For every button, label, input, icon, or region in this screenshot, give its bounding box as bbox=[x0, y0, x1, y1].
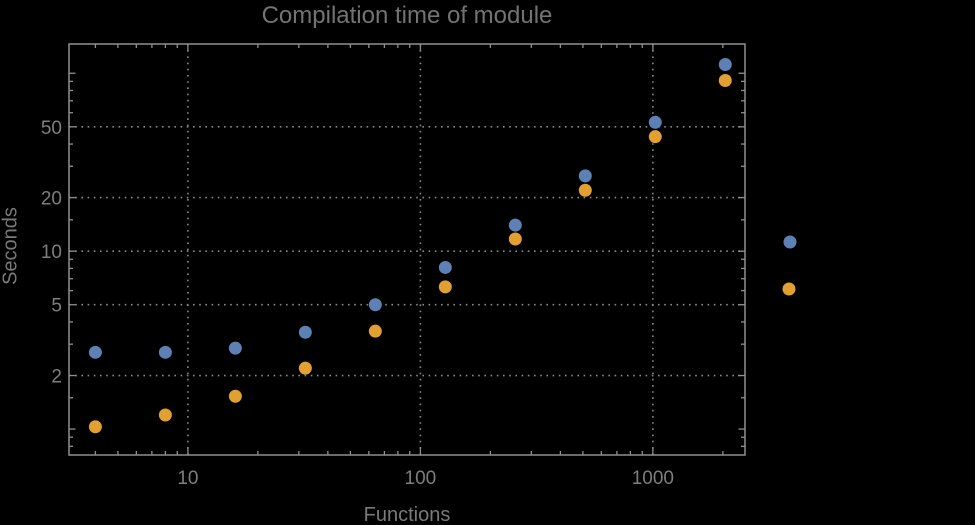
data-point-blue bbox=[438, 260, 452, 274]
x-axis-label: Functions bbox=[363, 504, 451, 525]
data-point-orange bbox=[438, 280, 452, 294]
plot-frame bbox=[68, 43, 746, 456]
x-tick-label: 100 bbox=[405, 468, 437, 489]
y-tick-label: 2 bbox=[51, 367, 62, 388]
data-point-blue bbox=[228, 341, 242, 355]
y-tick-label: 50 bbox=[41, 118, 62, 139]
data-point-blue bbox=[648, 115, 662, 129]
data-point-orange bbox=[88, 420, 102, 434]
data-point-orange bbox=[228, 389, 242, 403]
legend-marker-orange bbox=[782, 282, 796, 296]
chart-title: Compilation time of module bbox=[261, 2, 553, 29]
y-tick-label: 5 bbox=[51, 296, 62, 317]
legend-marker-blue bbox=[783, 235, 797, 249]
y-tick-label: 10 bbox=[41, 242, 62, 263]
data-point-orange bbox=[718, 74, 732, 88]
data-point-orange bbox=[578, 183, 592, 197]
data-point-orange bbox=[648, 130, 662, 144]
data-point-blue bbox=[158, 345, 172, 359]
data-point-blue bbox=[298, 325, 312, 339]
data-point-orange bbox=[368, 324, 382, 338]
data-point-blue bbox=[368, 298, 382, 312]
x-tick-label: 10 bbox=[177, 468, 198, 489]
data-point-orange bbox=[298, 361, 312, 375]
y-tick-label: 20 bbox=[41, 189, 62, 210]
data-point-blue bbox=[578, 169, 592, 183]
data-point-blue bbox=[718, 57, 732, 71]
data-point-orange bbox=[158, 408, 172, 422]
data-point-blue bbox=[508, 218, 522, 232]
data-point-blue bbox=[88, 345, 102, 359]
x-tick-label: 1000 bbox=[632, 468, 674, 489]
data-point-orange bbox=[508, 232, 522, 246]
